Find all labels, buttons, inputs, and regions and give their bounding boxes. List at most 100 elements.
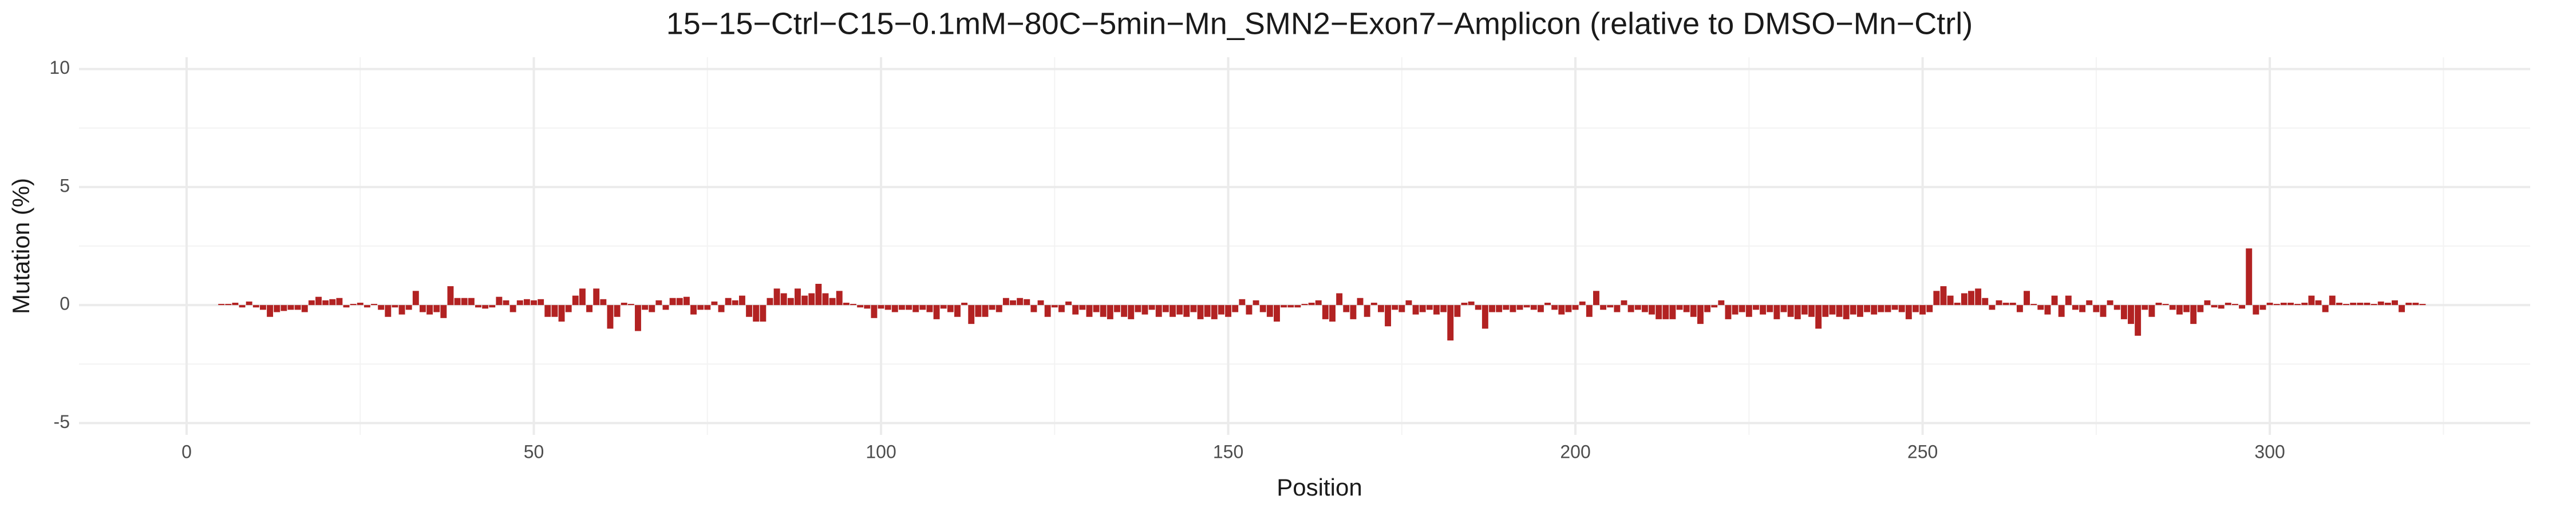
- bar: [1017, 298, 1024, 306]
- bar: [1614, 305, 1621, 312]
- bar: [982, 305, 989, 317]
- bar: [1225, 305, 1232, 317]
- bar: [1516, 305, 1523, 310]
- bar: [1114, 305, 1120, 312]
- bar: [1656, 305, 1662, 319]
- bar: [1871, 305, 1878, 315]
- bar: [1155, 305, 1162, 317]
- bar: [704, 305, 711, 310]
- bar: [461, 298, 468, 306]
- bar: [2024, 291, 2030, 306]
- bar: [1489, 305, 1495, 312]
- bar: [2058, 305, 2065, 317]
- bar: [1891, 305, 1898, 310]
- bar: [2016, 305, 2023, 312]
- bar: [1135, 305, 1141, 312]
- bar: [1426, 305, 1433, 310]
- bar: [1808, 305, 1815, 317]
- bar: [718, 305, 725, 312]
- bar: [2259, 305, 2266, 310]
- bar: [1732, 305, 1739, 315]
- bar: [565, 305, 572, 312]
- bar: [1100, 305, 1107, 317]
- bar: [294, 305, 301, 310]
- bar: [2093, 305, 2100, 312]
- bar: [280, 305, 287, 311]
- bar: [690, 305, 697, 315]
- bar: [1947, 295, 1954, 306]
- bar: [1468, 301, 1475, 306]
- bar: [1822, 305, 1829, 317]
- bar: [1162, 305, 1169, 312]
- y-tick-label: -5: [54, 411, 70, 432]
- bar: [2204, 300, 2211, 306]
- bar: [1537, 305, 1544, 312]
- bar: [1621, 300, 1627, 306]
- x-tick-label: 250: [1907, 441, 1938, 462]
- bar: [1558, 305, 1565, 315]
- bar: [2322, 305, 2329, 312]
- bar: [1579, 301, 1586, 306]
- bar: [891, 305, 898, 312]
- bar: [669, 298, 676, 306]
- bar: [218, 304, 225, 306]
- bar: [2030, 304, 2037, 306]
- bar: [2009, 303, 2016, 306]
- bar: [1329, 305, 1336, 322]
- bar: [1898, 305, 1905, 312]
- bar: [1204, 305, 1211, 317]
- bar: [1676, 305, 1683, 310]
- bar: [1544, 303, 1551, 306]
- chart-title: 15−15−Ctrl−C15−0.1mM−80C−5min−Mn_SMN2−Ex…: [666, 6, 1973, 41]
- bar: [1086, 305, 1093, 317]
- bar: [787, 298, 794, 306]
- bar: [2350, 303, 2357, 306]
- bar: [1933, 291, 1940, 306]
- bar: [2357, 303, 2364, 306]
- bar: [1121, 305, 1128, 317]
- bar: [489, 305, 496, 308]
- bar: [1010, 300, 1016, 306]
- bar: [635, 305, 641, 331]
- bar: [1565, 305, 1572, 312]
- bar: [2315, 300, 2322, 306]
- bar: [2120, 305, 2127, 319]
- bar: [350, 304, 357, 306]
- bar: [1197, 305, 1204, 319]
- bar: [1058, 305, 1065, 312]
- bar: [1475, 305, 1481, 310]
- bar: [1461, 303, 1468, 306]
- bar: [725, 298, 732, 306]
- bar: [1961, 293, 1967, 306]
- bar: [1051, 305, 1058, 308]
- bar: [1919, 305, 1926, 315]
- bar: [1218, 305, 1224, 315]
- bar: [836, 291, 843, 306]
- bar: [815, 284, 822, 306]
- bar: [808, 293, 815, 306]
- bar: [1794, 305, 1801, 319]
- bar: [1232, 305, 1239, 312]
- x-tick-label: 150: [1213, 441, 1243, 462]
- bar: [364, 305, 370, 308]
- bar: [2377, 301, 2384, 306]
- bar: [1780, 305, 1787, 312]
- bar: [961, 303, 968, 306]
- bar: [1259, 305, 1266, 312]
- bar: [1287, 305, 1294, 308]
- bar: [523, 299, 530, 306]
- bar: [683, 296, 690, 306]
- bar: [642, 305, 649, 310]
- bar: [600, 299, 607, 306]
- bar: [1385, 305, 1392, 327]
- bar: [287, 305, 294, 310]
- bar: [1829, 305, 1836, 315]
- bar: [2197, 305, 2204, 312]
- bar: [1176, 305, 1183, 315]
- bar: [2308, 295, 2315, 306]
- bar: [1843, 305, 1850, 319]
- bar: [336, 298, 343, 306]
- bar: [614, 305, 621, 317]
- bar: [1364, 305, 1370, 317]
